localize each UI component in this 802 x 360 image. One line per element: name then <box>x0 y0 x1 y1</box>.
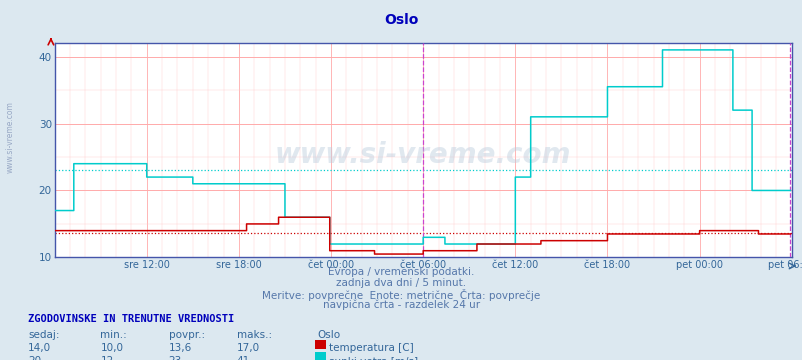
Text: maks.:: maks.: <box>237 330 272 340</box>
Text: 20: 20 <box>28 356 41 360</box>
Text: 13,6: 13,6 <box>168 343 192 353</box>
Text: zadnja dva dni / 5 minut.: zadnja dva dni / 5 minut. <box>336 278 466 288</box>
Text: 10,0: 10,0 <box>100 343 124 353</box>
Text: Meritve: povprečne  Enote: metrične  Črta: povprečje: Meritve: povprečne Enote: metrične Črta:… <box>262 289 540 301</box>
Text: www.si-vreme.com: www.si-vreme.com <box>6 101 15 173</box>
Text: 23: 23 <box>168 356 182 360</box>
Text: Oslo: Oslo <box>317 330 340 340</box>
Text: 17,0: 17,0 <box>237 343 260 353</box>
Text: www.si-vreme.com: www.si-vreme.com <box>274 141 571 168</box>
Text: povpr.:: povpr.: <box>168 330 205 340</box>
Text: navpična črta - razdelek 24 ur: navpična črta - razdelek 24 ur <box>322 300 480 310</box>
Text: Oslo: Oslo <box>384 13 418 27</box>
Text: 41: 41 <box>237 356 250 360</box>
Text: 14,0: 14,0 <box>28 343 51 353</box>
Text: temperatura [C]: temperatura [C] <box>329 343 414 353</box>
Text: min.:: min.: <box>100 330 127 340</box>
Text: sedaj:: sedaj: <box>28 330 59 340</box>
Text: ZGODOVINSKE IN TRENUTNE VREDNOSTI: ZGODOVINSKE IN TRENUTNE VREDNOSTI <box>28 314 234 324</box>
Text: sunki vetra [m/s]: sunki vetra [m/s] <box>329 356 418 360</box>
Text: 12: 12 <box>100 356 114 360</box>
Text: Evropa / vremenski podatki.: Evropa / vremenski podatki. <box>328 267 474 277</box>
